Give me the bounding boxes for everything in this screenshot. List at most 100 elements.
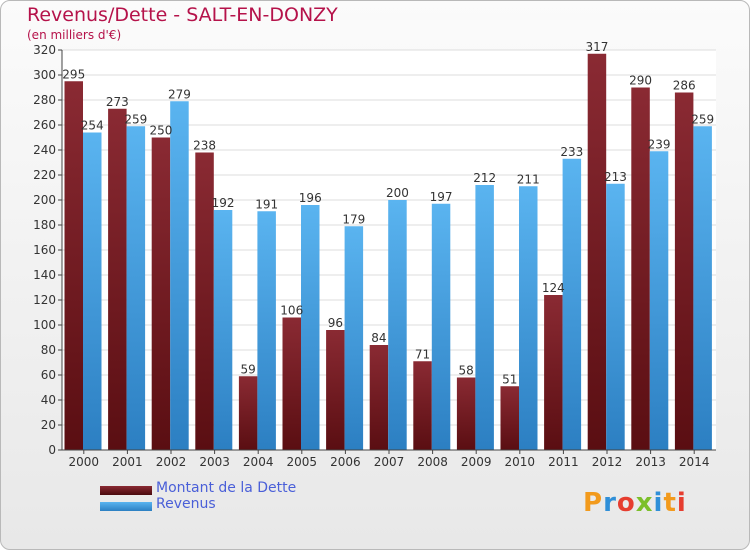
bar-dette [631,87,650,450]
y-tick-label: 160 [33,243,56,257]
bar-revenus [257,211,276,450]
bar-revenus [693,126,712,450]
proxiti-logo: Proxiti [583,488,687,518]
legend-label-revenus: Revenus [156,496,216,512]
data-label-dette: 96 [328,316,343,330]
data-label-dette: 290 [629,74,652,88]
bar-dette [195,152,214,450]
legend-swatch-dette [100,486,152,495]
y-tick-label: 240 [33,143,56,157]
x-tick-label: 2008 [417,455,448,469]
y-tick-label: 180 [33,218,56,232]
data-label-dette: 84 [371,331,386,345]
legend-swatch-revenus [100,502,152,511]
bar-dette [369,345,389,450]
y-tick-label: 140 [33,268,56,282]
x-tick-label: 2009 [461,455,492,469]
data-label-revenus: 192 [212,196,235,210]
data-label-revenus: 211 [517,172,540,186]
bar-revenus [170,101,189,450]
data-label-dette: 317 [585,40,608,54]
x-tick-label: 2012 [592,455,623,469]
data-label-revenus: 212 [473,171,496,185]
data-label-revenus: 239 [648,137,671,151]
legend-label-dette: Montant de la Dette [156,480,297,496]
data-label-dette: 51 [502,372,517,386]
bar-revenus [301,205,320,450]
data-label-revenus: 259 [124,112,147,126]
data-label-revenus: 254 [81,119,104,133]
x-tick-label: 2004 [243,455,274,469]
chart-title: Revenus/Dette - SALT-EN-DONZY [27,4,338,26]
bar-dette [674,92,694,450]
data-label-dette: 58 [459,364,474,378]
bar-revenus [431,203,451,450]
y-tick-label: 0 [48,443,56,457]
x-tick-label: 2010 [505,455,536,469]
x-tick-label: 2002 [156,455,187,469]
bar-revenus [562,158,582,450]
bar-revenus [388,200,407,450]
data-label-revenus: 233 [560,145,583,159]
data-label-revenus: 197 [430,190,453,204]
y-tick-label: 220 [33,168,56,182]
bar-dette [64,81,83,450]
data-label-revenus: 179 [342,212,365,226]
bar-dette [282,317,301,450]
x-tick-label: 2011 [548,455,579,469]
x-tick-label: 2014 [679,455,710,469]
data-label-dette: 106 [280,304,303,318]
x-tick-label: 2001 [112,455,143,469]
x-tick-label: 2000 [69,455,100,469]
bar-revenus [126,126,146,450]
data-label-dette: 273 [106,95,129,109]
y-tick-label: 60 [41,368,56,382]
y-tick-label: 280 [33,93,56,107]
bar-dette [456,377,476,450]
data-label-revenus: 191 [255,197,278,211]
data-label-revenus: 196 [299,191,322,205]
y-tick-label: 100 [33,318,56,332]
y-tick-label: 320 [33,43,56,57]
y-tick-label: 40 [41,393,56,407]
bar-revenus [649,151,669,450]
bar-revenus [83,132,102,450]
bar-revenus [344,226,364,450]
bar-dette [151,137,171,450]
data-label-revenus: 279 [168,87,191,101]
bar-dette [500,386,519,450]
y-tick-label: 260 [33,118,56,132]
x-tick-label: 2005 [287,455,318,469]
y-tick-label: 80 [41,343,56,357]
data-label-revenus: 200 [386,186,409,200]
bar-revenus [519,186,538,450]
data-label-dette: 286 [673,79,696,93]
y-tick-label: 120 [33,293,56,307]
data-label-dette: 250 [149,124,172,138]
bar-revenus [475,185,494,450]
chart-subtitle: (en milliers d'€) [27,28,122,42]
x-tick-label: 2003 [199,455,230,469]
bar-dette [587,53,607,450]
bar-dette [326,330,345,450]
bar-dette [108,108,127,450]
data-label-revenus: 259 [691,112,714,126]
data-label-dette: 238 [193,139,216,153]
bar-dette [238,376,258,450]
data-label-revenus: 213 [604,170,627,184]
x-tick-label: 2006 [330,455,361,469]
y-tick-label: 200 [33,193,56,207]
x-tick-label: 2007 [374,455,405,469]
bar-revenus [606,183,625,450]
y-tick-label: 300 [33,68,56,82]
y-tick-label: 20 [41,418,56,432]
x-tick-label: 2013 [635,455,666,469]
bar-revenus [213,210,233,450]
bar-dette [544,295,563,450]
bar-dette [413,361,432,450]
data-label-dette: 59 [241,362,256,376]
data-label-dette: 295 [62,67,85,81]
data-label-dette: 71 [415,347,430,361]
data-label-dette: 124 [542,281,565,295]
